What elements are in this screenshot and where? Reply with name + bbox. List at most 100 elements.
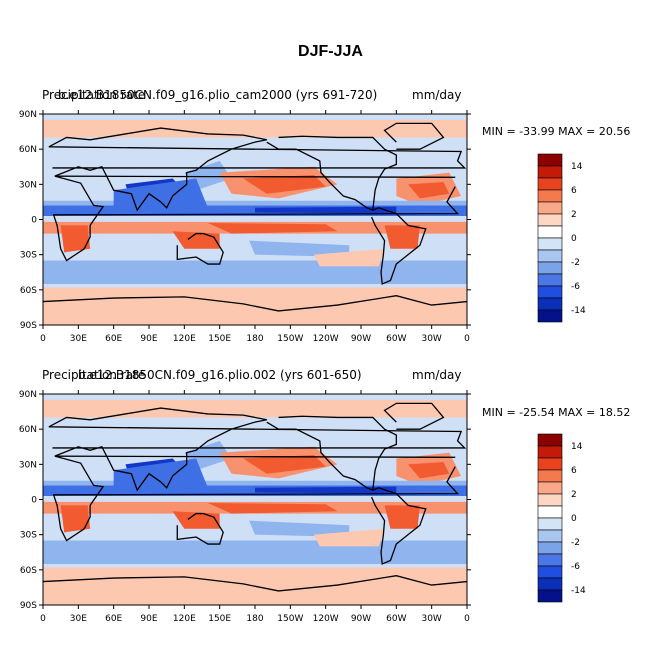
colorbar-swatch <box>537 273 563 287</box>
contour-fill <box>313 528 385 547</box>
colorbar-label: 0 <box>571 234 577 244</box>
lon-tick-label: 150E <box>208 614 231 624</box>
contour-fill <box>255 206 397 214</box>
lon-tick-label: 30W <box>421 334 441 344</box>
contour-fill <box>43 540 467 564</box>
contour-fill <box>255 486 397 494</box>
colorbar-swatch <box>537 177 563 191</box>
figure-title: DJF-JJA <box>298 43 363 60</box>
lon-tick-label: 120E <box>173 334 196 344</box>
coastline <box>52 175 460 262</box>
contour-fill <box>43 399 467 418</box>
colorbar-swatch <box>537 469 563 483</box>
colorbar-swatch <box>537 589 563 603</box>
contour-fill <box>243 454 326 474</box>
colorbar-label: -6 <box>571 282 580 292</box>
lon-tick-label: 90E <box>140 614 157 624</box>
colorbar-swatch <box>537 445 563 459</box>
coastline <box>383 122 445 150</box>
colorbar-label: -14 <box>571 586 586 596</box>
colorbar-label: 6 <box>571 186 577 196</box>
contour-fill <box>249 520 350 538</box>
lat-tick-label: 0 <box>31 216 37 226</box>
colorbar-label: 2 <box>571 210 577 220</box>
colorbar-label: -2 <box>571 538 580 548</box>
lat-tick-label: 30N <box>19 460 37 470</box>
contour-fill <box>249 240 350 258</box>
coastline <box>371 487 427 565</box>
colorbar-swatch <box>537 201 563 215</box>
colorbar-label: 6 <box>571 466 577 476</box>
contour-fill <box>43 260 467 284</box>
lon-tick-label: 150E <box>208 334 231 344</box>
coastline <box>48 407 467 492</box>
min-max-stats: MIN = -25.54 MAX = 18.52 <box>482 406 631 419</box>
contour-fill <box>60 505 91 533</box>
lat-tick-label: 30N <box>19 180 37 190</box>
lat-tick-label: 60S <box>20 286 37 296</box>
lon-tick-label: 0 <box>464 614 470 624</box>
lon-tick-label: 180 <box>246 614 263 624</box>
colorbar-swatch <box>537 541 563 555</box>
coastline <box>383 402 445 430</box>
colorbar-swatch <box>537 213 563 227</box>
colorbar-swatch <box>537 225 563 239</box>
lon-tick-label: 90E <box>140 334 157 344</box>
colorbar-swatch <box>537 553 563 567</box>
lon-tick-label: 30W <box>421 614 441 624</box>
coastline <box>266 135 397 212</box>
colorbar-swatch <box>537 285 563 299</box>
colorbar-swatch <box>537 529 563 543</box>
lon-tick-label: 90W <box>351 334 371 344</box>
lat-tick-label: 60N <box>19 425 37 435</box>
colorbar-swatch <box>537 165 563 179</box>
colorbar-swatch <box>537 505 563 519</box>
contour-fill <box>113 458 208 494</box>
lon-tick-label: 30E <box>70 334 87 344</box>
colorbar-swatch <box>537 297 563 311</box>
lon-tick-label: 0 <box>40 614 46 624</box>
lat-tick-label: 30S <box>20 531 37 541</box>
lat-tick-label: 90N <box>19 390 37 400</box>
colorbar-swatch <box>537 261 563 275</box>
contour-fill <box>60 225 91 253</box>
contour-fill <box>408 461 450 479</box>
lon-tick-label: 120W <box>313 334 339 344</box>
colorbar-swatch <box>537 237 563 251</box>
min-max-stats: MIN = -33.99 MAX = 20.56 <box>482 125 631 138</box>
panel-title-case: b.e12.B1850CN.f09_g16.plio_cam2000 (yrs … <box>58 88 378 102</box>
lat-tick-label: 30S <box>20 251 37 261</box>
contour-fill <box>43 480 467 486</box>
panel-title-variable: Precipitation rate <box>42 368 146 382</box>
lon-tick-label: 120E <box>173 614 196 624</box>
panel-units: mm/day <box>412 88 462 102</box>
colorbar-label: 14 <box>571 442 583 452</box>
colorbar-swatch <box>537 565 563 579</box>
colorbar-label: 2 <box>571 490 577 500</box>
colorbar-swatch <box>537 153 563 167</box>
contour-fill <box>408 181 450 199</box>
lon-tick-label: 150W <box>277 334 303 344</box>
colorbar-swatch <box>537 189 563 203</box>
colorbar-swatch <box>537 517 563 531</box>
contour-fill <box>313 248 385 267</box>
contour-fill <box>384 225 420 249</box>
lon-tick-label: 90W <box>351 614 371 624</box>
coastline <box>176 232 224 265</box>
lon-tick-label: 60E <box>105 614 122 624</box>
lon-tick-label: 0 <box>464 334 470 344</box>
panel-title-variable: Precipitation rate <box>42 88 146 102</box>
colorbar-swatch <box>537 249 563 263</box>
lat-tick-label: 90S <box>20 601 37 611</box>
lon-tick-label: 30E <box>70 614 87 624</box>
contour-fill <box>207 223 338 234</box>
contour-fill <box>43 119 467 138</box>
coastline <box>371 207 427 285</box>
colorbar-swatch <box>537 457 563 471</box>
coastline <box>266 415 397 492</box>
contour-fill <box>384 505 420 529</box>
coastline <box>176 512 224 545</box>
lat-tick-label: 90N <box>19 110 37 120</box>
colorbar-label: -6 <box>571 562 580 572</box>
